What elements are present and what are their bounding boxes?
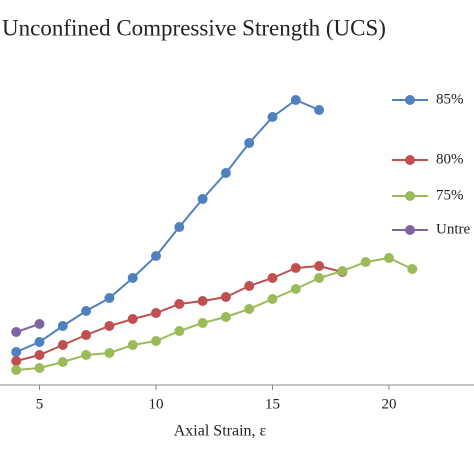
chart-title: Unconfined Compressive Strength (UCS) <box>2 15 386 40</box>
data-point <box>81 306 92 316</box>
legend-marker <box>405 155 415 165</box>
data-point <box>81 350 92 360</box>
data-point <box>81 330 92 340</box>
data-point <box>104 293 115 303</box>
x-tick-label: 10 <box>149 396 164 412</box>
data-point <box>290 263 301 273</box>
data-point <box>104 321 115 331</box>
data-point <box>290 95 301 105</box>
x-axis-label: Axial Strain, ε <box>174 423 267 440</box>
data-point <box>11 347 22 357</box>
legend-marker <box>405 225 415 235</box>
data-point <box>220 168 231 178</box>
legend-label: Untre <box>436 221 470 237</box>
data-point <box>57 321 68 331</box>
data-point <box>267 294 278 304</box>
data-point <box>384 253 394 263</box>
data-point <box>174 326 185 336</box>
data-point <box>34 337 45 347</box>
legend-label: 85% <box>436 91 464 107</box>
legend-marker <box>405 95 415 105</box>
data-point <box>360 257 371 267</box>
data-point <box>314 273 325 283</box>
data-point <box>407 264 418 274</box>
data-point <box>220 312 231 322</box>
data-point <box>127 273 138 283</box>
data-point <box>57 340 68 350</box>
data-point <box>337 266 348 276</box>
legend-marker <box>405 191 415 201</box>
data-point <box>197 318 208 328</box>
data-point <box>11 365 22 375</box>
data-point <box>151 308 161 318</box>
data-point <box>34 350 45 360</box>
data-point <box>127 314 138 324</box>
data-point <box>244 138 255 148</box>
data-point <box>57 357 68 367</box>
data-point <box>197 296 208 306</box>
data-point <box>220 292 231 302</box>
legend-label: 75% <box>436 187 464 203</box>
data-point <box>267 273 278 283</box>
data-point <box>197 194 208 204</box>
legend-label: 80% <box>436 151 464 167</box>
data-point <box>34 363 45 373</box>
x-tick-label: 5 <box>36 396 44 412</box>
x-tick-label: 20 <box>382 396 397 412</box>
data-point <box>127 340 138 350</box>
data-point <box>11 356 22 366</box>
data-point <box>267 112 278 122</box>
data-point <box>104 348 115 358</box>
series-line <box>16 256 413 371</box>
data-point <box>314 261 325 271</box>
data-point <box>11 327 22 337</box>
data-point <box>290 284 301 294</box>
x-tick-label: 15 <box>265 396 280 412</box>
data-point <box>34 319 45 329</box>
data-point <box>244 281 255 291</box>
data-point <box>314 105 325 115</box>
data-point <box>244 304 255 314</box>
data-point <box>174 299 185 309</box>
data-point <box>174 222 185 232</box>
data-point <box>151 336 161 346</box>
data-point <box>151 251 161 261</box>
series-line <box>15 98 320 353</box>
